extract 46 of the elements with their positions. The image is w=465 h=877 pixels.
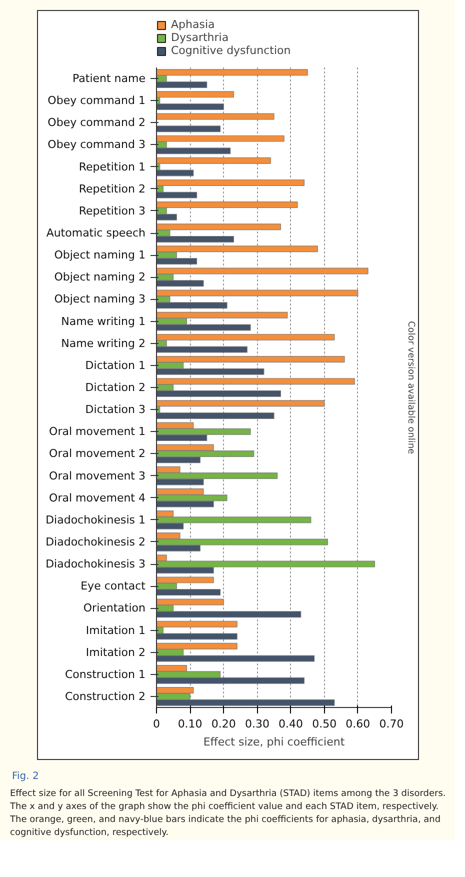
y-tick-label: Imitation 1 (86, 624, 146, 637)
text: Color version available online (406, 320, 416, 455)
y-tick-label: Patient name (72, 72, 146, 86)
text: Effect size for all Screening Test for Aphasia and Dysarthria (STAD) items among the 3 disorders. The x and y axes of the graph show the phi coefficient value and each STAD item, respectively. The orange, green, and navy-blue bars indicate the phi coefficients for aphasia, dysarthria, and cognitive dysfunction, respectively. (10, 788, 447, 840)
caption: Fig. 2 (12, 770, 39, 784)
y-tick-label: Repetition 1 (78, 160, 146, 174)
legend-label: Aphasia (171, 18, 215, 31)
legend-label: Cognitive dysfunction (171, 44, 291, 57)
legend-label: Dysarthria (171, 31, 229, 44)
y-tick-label: Obey command 3 (48, 138, 146, 152)
y-tick-label: Construction 2 (64, 690, 146, 703)
y-tick-label: Dictation 2 (85, 381, 146, 394)
x-tick-label: 0.70 (379, 718, 404, 730)
y-tick-label: Oral movement 1 (49, 425, 146, 438)
x-tick-label: 0.20 (211, 718, 236, 730)
y-tick-label: Orientation (83, 602, 146, 615)
y-tick-label: Construction 1 (64, 668, 146, 681)
y-tick-label: Repetition 2 (78, 182, 146, 196)
y-tick-label: Oral movement 3 (49, 469, 146, 482)
y-tick-label: Dictation 1 (85, 358, 146, 372)
y-tick-label: Imitation 2 (86, 646, 146, 659)
y-tick-label: Oral movement 4 (49, 491, 146, 504)
y-tick-label: Obey command 1 (48, 94, 146, 108)
y-tick-label: Obey command 2 (48, 116, 146, 130)
x-tick-label: 0 (153, 718, 160, 730)
y-tick-label: Object naming 3 (54, 292, 146, 306)
y-tick-label: Name writing 1 (61, 314, 146, 328)
y-tick-label: Diadochokinesis 2 (46, 535, 146, 548)
x-tick-label: 0.60 (346, 718, 370, 730)
y-tick-label: Object naming 2 (54, 270, 146, 284)
x-axis-title: Effect size, phi coefficient (203, 736, 346, 748)
x-tick-label: 0.50 (312, 718, 337, 730)
y-tick-label: Eye contact (80, 580, 146, 593)
y-tick-label: Diadochokinesis 3 (46, 558, 146, 571)
y-tick-label: Automatic speech (46, 226, 146, 240)
y-tick-label: Dictation 3 (85, 403, 146, 416)
y-tick-label: Diadochokinesis 1 (46, 513, 146, 526)
y-tick-label: Repetition 3 (78, 204, 146, 218)
x-tick-label: 0.10 (178, 718, 202, 730)
x-tick-label: 0.40 (278, 718, 304, 730)
y-tick-label: Name writing 2 (61, 336, 146, 350)
y-tick-label: Object naming 1 (54, 248, 146, 262)
x-tick-label: 0.30 (244, 718, 270, 730)
y-tick-label: Oral movement 2 (49, 447, 146, 460)
bar (156, 126, 221, 132)
bar (156, 113, 274, 120)
